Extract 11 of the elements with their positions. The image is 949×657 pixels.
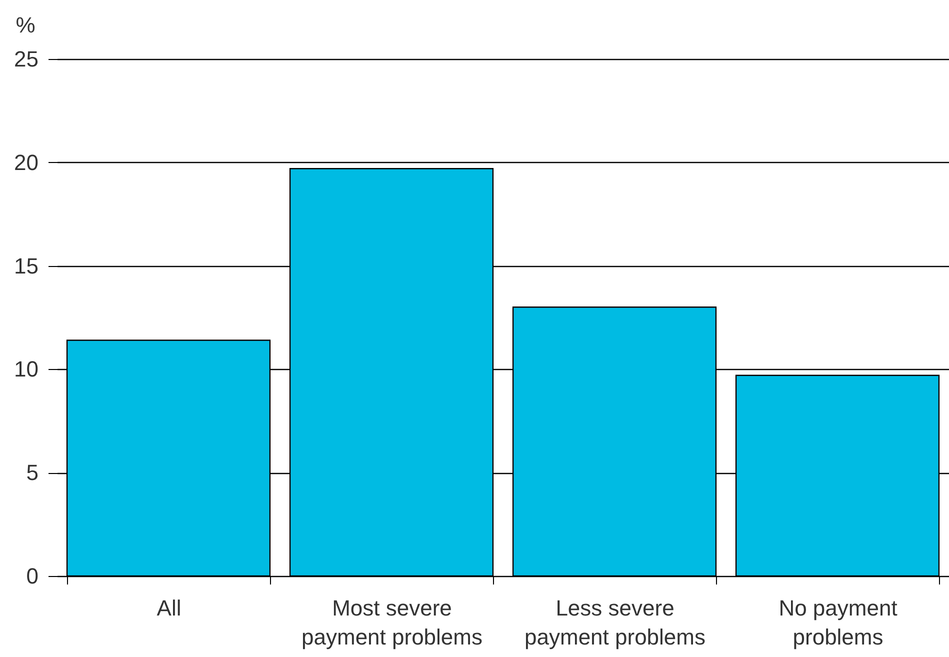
y-tick-label: 15 [14, 253, 38, 278]
y-axis-title: % [16, 12, 36, 38]
x-tick-label: No payment problems [778, 596, 898, 650]
y-tick-label: 25 [14, 46, 38, 72]
x-tick-label: All [156, 596, 182, 620]
y-tick-label: 10 [14, 356, 38, 382]
x-tick-label: Most severe payment problems [302, 596, 482, 650]
x-tick-label: Less severe payment problems [524, 596, 706, 650]
y-tick-label: 20 [14, 150, 38, 175]
y-tick-label: 0 [26, 564, 38, 588]
y-tick-label: 5 [26, 460, 38, 486]
